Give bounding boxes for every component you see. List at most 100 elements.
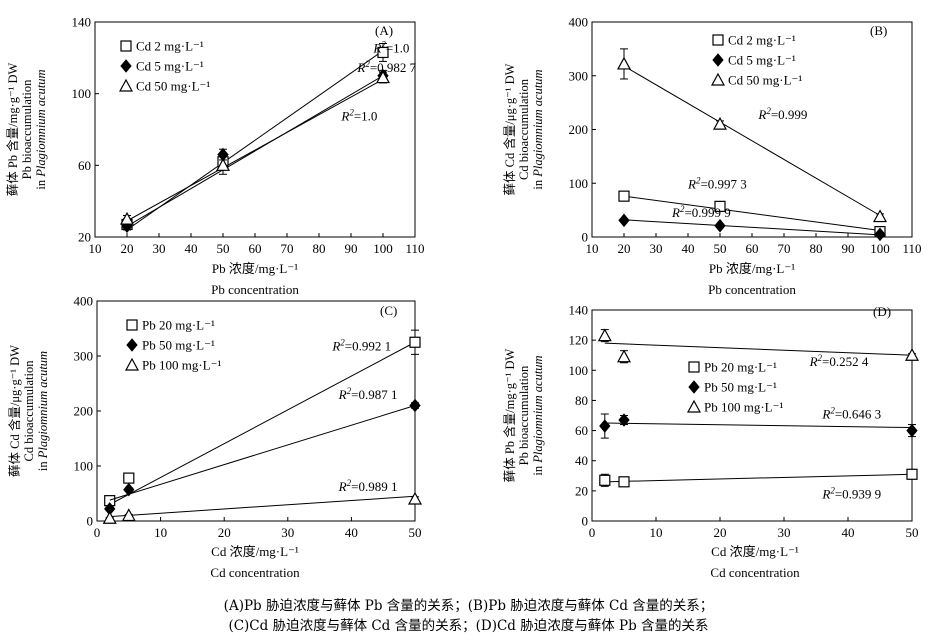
y-tick-label: 20 — [575, 483, 588, 498]
data-point — [215, 158, 231, 171]
x-tick-label: 80 — [313, 241, 326, 256]
legend-entry: Pb 50 mg·L⁻¹ — [142, 338, 215, 353]
y-axis-title: in Plagiomnium acutum — [36, 351, 50, 471]
r2-annotation: R2=1.0 — [340, 108, 377, 124]
x-axis-title: Cd 浓度/mg·L⁻¹ — [711, 544, 799, 559]
y-axis-title: Cd bioaccumulation — [517, 78, 531, 180]
y-axis-title: 藓体 Cd 含量/μg·g⁻¹ DW — [502, 63, 517, 195]
data-point — [121, 508, 136, 522]
legend-marker — [126, 319, 138, 331]
fit-line — [604, 422, 913, 429]
x-tick-label: 70 — [778, 241, 791, 256]
data-point — [872, 209, 888, 223]
data-point — [123, 482, 135, 497]
data-point — [618, 190, 630, 202]
r2-annotation: R2=0.987 1 — [338, 386, 398, 402]
data-point — [618, 476, 630, 488]
data-point — [906, 468, 918, 480]
legend-entry: Pb 100 mg·L⁻¹ — [142, 358, 221, 373]
y-tick-label: 400 — [569, 15, 589, 30]
legend-entry: Cd 2 mg·L⁻¹ — [136, 39, 204, 54]
x-tick-label: 20 — [218, 525, 231, 540]
caption-line-1: (A)Pb 胁迫浓度与藓体 Pb 含量的关系；(B)Pb 胁迫浓度与藓体 Cd … — [223, 598, 714, 614]
data-point — [906, 423, 918, 438]
y-tick-label: 300 — [74, 349, 94, 364]
r2-annotation: R2=0.992 1 — [331, 338, 391, 354]
x-tick-label: 0 — [589, 525, 596, 540]
x-tick-label: 20 — [714, 525, 727, 540]
legend-entry: Cd 50 mg·L⁻¹ — [728, 73, 802, 88]
r2-annotation: R2=0.999 — [757, 106, 807, 122]
fit-line — [126, 75, 384, 227]
x-tick-label: 110 — [902, 241, 921, 256]
x-tick-label: 10 — [586, 241, 599, 256]
fit-line — [126, 50, 384, 231]
x-tick-label: 10 — [89, 241, 102, 256]
data-point — [616, 349, 632, 363]
r2-annotation: R2=0.999 9 — [671, 204, 731, 220]
y-tick-label: 60 — [78, 158, 91, 173]
y-tick-label: 200 — [74, 404, 94, 419]
fit-line — [109, 405, 416, 501]
data-point — [714, 200, 726, 212]
y-axis-title: in Plagiomnium acutum — [34, 69, 48, 189]
fit-line — [604, 473, 913, 483]
y-tick-label: 100 — [74, 459, 94, 474]
y-tick-label: 20 — [78, 230, 91, 245]
x-tick-label: 60 — [746, 241, 759, 256]
y-tick-label: 100 — [72, 86, 92, 101]
data-point — [377, 46, 389, 59]
chart-panel-2: 10 20 30 40 50 60 70 80 90 100 110 0 100 200 300 400 Cd … — [502, 15, 922, 298]
data-point — [618, 413, 630, 427]
x-tick-label: 80 — [810, 241, 823, 256]
data-point — [407, 491, 423, 505]
r2-annotation: R2=0.982 7 — [356, 59, 416, 75]
data-point — [616, 56, 632, 70]
chart-panel-4: 0 10 20 30 40 50 0 20 40 60 80 100 120 140 Pb 20 mg·L⁻… — [502, 303, 920, 580]
y-tick-label: 200 — [569, 122, 589, 137]
x-tick-label: 50 — [714, 241, 727, 256]
x-axis-title-en: Cd concentration — [710, 565, 800, 580]
data-point — [599, 419, 611, 433]
legend-entry: Cd 5 mg·L⁻¹ — [728, 53, 796, 68]
x-tick-label: 110 — [405, 241, 424, 256]
x-tick-label: 10 — [154, 525, 167, 540]
data-point — [599, 474, 611, 486]
x-tick-label: 90 — [345, 241, 358, 256]
legend-marker — [120, 59, 132, 73]
x-tick-label: 60 — [249, 241, 262, 256]
x-axis-title-en: Cd concentration — [210, 565, 300, 580]
y-tick-label: 100 — [569, 176, 589, 191]
y-tick-label: 300 — [569, 68, 589, 83]
x-axis-title: Pb 浓度/mg·L⁻¹ — [212, 261, 298, 276]
data-point — [409, 336, 421, 348]
y-tick-label: 0 — [582, 514, 589, 529]
x-tick-label: 70 — [281, 241, 294, 256]
fit-line — [623, 195, 881, 232]
data-point — [119, 211, 135, 225]
x-tick-label: 50 — [217, 241, 230, 256]
y-tick-label: 0 — [87, 514, 94, 529]
legend-marker — [710, 72, 726, 86]
y-tick-label: 140 — [569, 303, 589, 318]
x-tick-label: 20 — [618, 241, 631, 256]
x-tick-label: 50 — [409, 525, 422, 540]
x-tick-label: 30 — [281, 525, 294, 540]
x-tick-label: 90 — [842, 241, 855, 256]
panel-label: (D) — [873, 304, 891, 319]
chart-panel-3: 0 10 20 30 40 50 0 100 200 300 400 Pb 20 mg·L⁻¹ Pb 5… — [7, 294, 423, 580]
y-tick-label: 140 — [72, 15, 92, 30]
data-point — [409, 398, 421, 413]
x-tick-label: 30 — [650, 241, 663, 256]
x-axis-title-en: Pb concentration — [708, 282, 796, 297]
panel-label: (A) — [375, 23, 393, 38]
r2-annotation: R2=0.252 4 — [809, 353, 869, 369]
fit-line — [109, 495, 416, 518]
x-tick-label: 30 — [153, 241, 166, 256]
x-axis-title: Cd 浓度/mg·L⁻¹ — [211, 544, 299, 559]
r2-annotation: R2=0.997 3 — [687, 176, 747, 192]
x-tick-label: 100 — [373, 241, 393, 256]
legend-entry: Pb 50 mg·L⁻¹ — [704, 380, 777, 395]
y-axis-title: Pb bioaccumulation — [20, 79, 34, 179]
